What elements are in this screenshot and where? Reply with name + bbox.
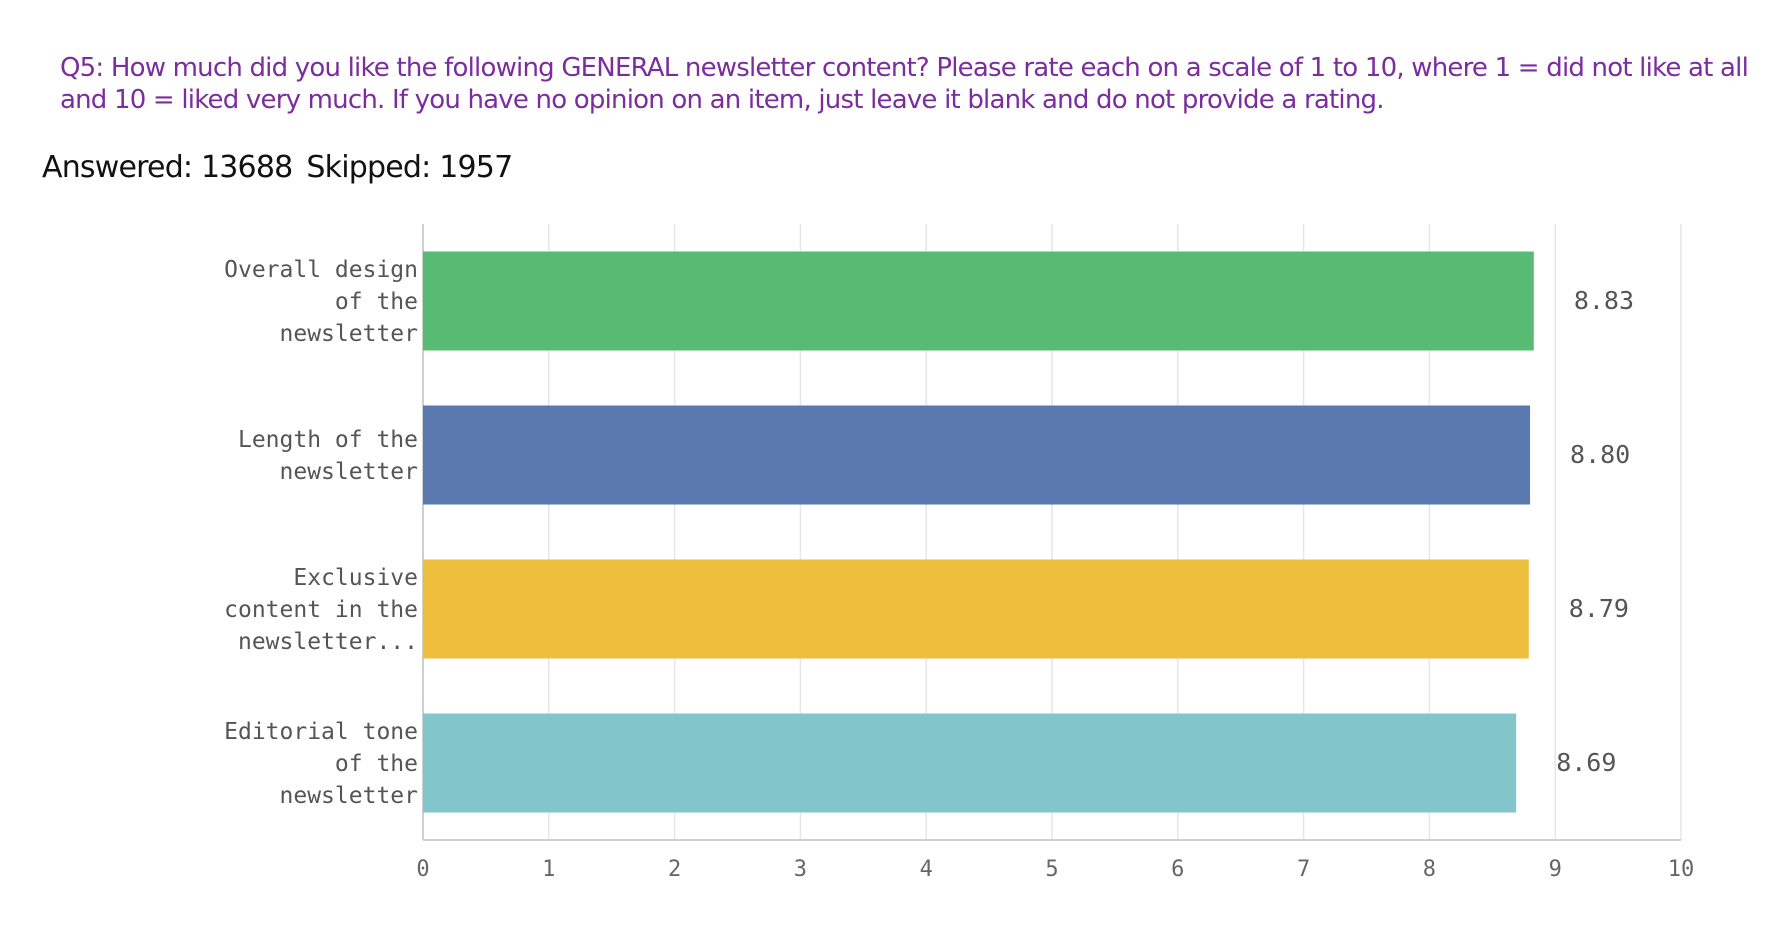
x-tick-label: 4: [920, 857, 933, 882]
x-tick-label: 10: [1668, 857, 1695, 882]
category-label: newsletter: [280, 459, 418, 485]
category-label: of the: [335, 751, 418, 777]
category-label: of the: [335, 289, 418, 315]
category-label: newsletter...: [238, 629, 418, 655]
category-label: Overall design: [224, 257, 418, 283]
x-tick-label: 8: [1423, 857, 1436, 882]
category-label: newsletter: [280, 321, 418, 347]
bar-value-label: 8.80: [1570, 440, 1630, 469]
bar: [423, 251, 1534, 351]
bar: [423, 405, 1531, 505]
x-tick-label: 2: [668, 857, 681, 882]
bar: [423, 559, 1529, 659]
x-tick-label: 5: [1045, 857, 1058, 882]
x-tick-label: 6: [1171, 857, 1184, 882]
skipped-count: Skipped: 1957: [306, 150, 513, 185]
x-tick-label: 3: [794, 857, 807, 882]
bar-value-label: 8.83: [1574, 286, 1634, 315]
category-label: newsletter: [280, 783, 418, 809]
bar: [423, 713, 1517, 813]
category-label: Length of the: [238, 427, 418, 453]
bar-value-label: 8.79: [1569, 594, 1629, 623]
bar-value-label: 8.69: [1556, 748, 1616, 777]
category-label: Editorial tone: [224, 719, 418, 745]
x-tick-label: 0: [416, 857, 429, 882]
x-tick-label: 7: [1297, 857, 1310, 882]
answered-count: Answered: 13688: [42, 150, 293, 185]
x-tick-label: 1: [542, 857, 555, 882]
question-text: Q5: How much did you like the following …: [60, 53, 1749, 115]
category-label: content in the: [224, 597, 418, 623]
category-label: Exclusive: [293, 565, 418, 591]
response-stats: Answered: 13688 Skipped: 1957: [42, 150, 526, 185]
x-tick-label: 9: [1549, 857, 1562, 882]
